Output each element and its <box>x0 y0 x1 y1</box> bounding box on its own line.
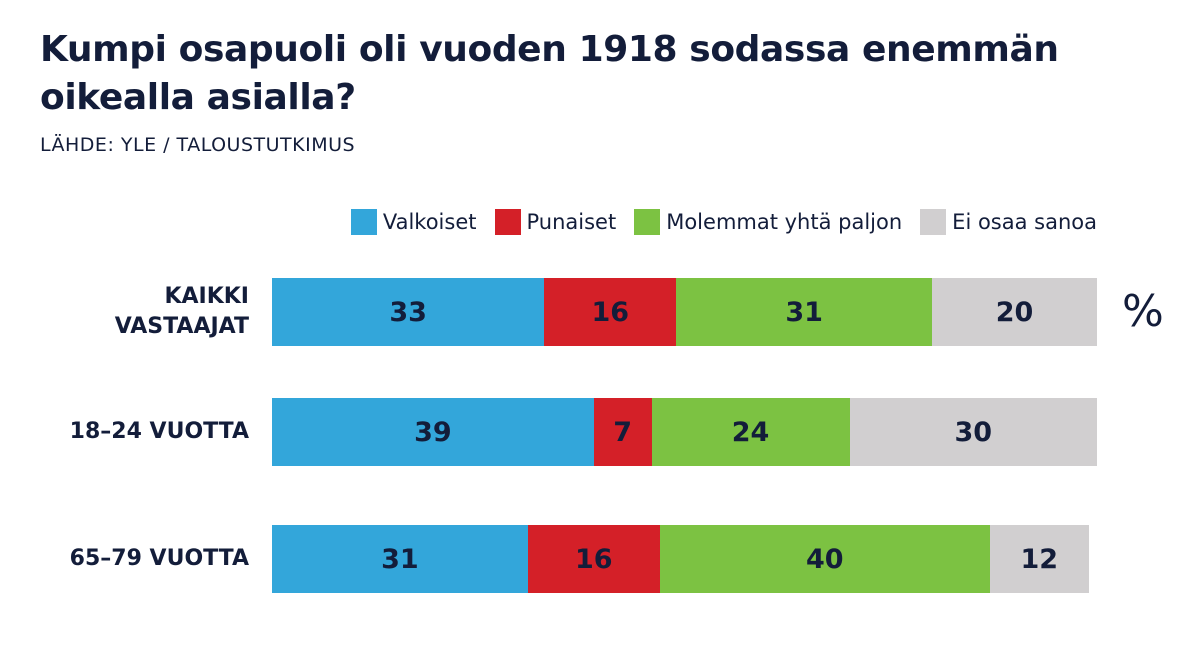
bar-segment-punaiset: 16 <box>527 525 660 593</box>
stacked-bar: 31 16 40 12 <box>272 525 1097 593</box>
legend-item-ei-osaa-sanoa: Ei osaa sanoa <box>920 209 1097 235</box>
data-label: 20 <box>995 296 1034 328</box>
legend-item-valkoiset: Valkoiset <box>350 209 477 235</box>
chart-legend: Valkoiset Punaiset Molemmat yhtä paljon Ei … <box>350 209 1097 235</box>
legend-swatch <box>350 209 377 235</box>
row-label: 18–24 VUOTTA <box>69 419 249 444</box>
data-label: 30 <box>954 416 993 448</box>
bar-segment-punaiset: 16 <box>544 278 677 346</box>
chart-title: Kumpi osapuoli oli vuoden 1918 sodassa e… <box>40 29 1059 118</box>
stacked-bar: 39 7 24 30 <box>272 398 1097 466</box>
chart-source: LÄHDE: YLE / TALOUSTUTKIMUS <box>40 134 356 156</box>
data-label: 24 <box>731 416 770 448</box>
unit-label: % <box>1122 286 1164 337</box>
bar-segment-punaiset: 7 <box>593 398 652 466</box>
legend-swatch <box>494 209 521 235</box>
legend-item-molemmat-yhta-paljon: Molemmat yhtä paljon <box>634 209 902 235</box>
bar-segment-valkoiset: 39 <box>272 398 594 466</box>
legend-item-punaiset: Punaiset <box>494 209 617 235</box>
data-label: 33 <box>389 296 427 328</box>
bar-segment-valkoiset: 33 <box>272 278 545 346</box>
bar-segment-molemmat-yhta-paljon: 24 <box>651 398 850 466</box>
data-label: 7 <box>613 416 633 448</box>
row-label: 65–79 VUOTTA <box>69 546 249 571</box>
data-label: 31 <box>785 296 823 328</box>
legend-label: Valkoiset <box>382 210 477 234</box>
legend-label: Ei osaa sanoa <box>952 210 1097 234</box>
row-label: KAIKKI VASTAAJAT <box>114 284 249 339</box>
bar-segment-molemmat-yhta-paljon: 40 <box>659 525 990 593</box>
data-label: 40 <box>805 543 844 575</box>
data-label: 31 <box>381 543 419 575</box>
legend-swatch <box>920 209 947 235</box>
stacked-bar: 33 16 31 20 <box>272 278 1097 346</box>
legend-label: Molemmat yhtä paljon <box>666 210 903 234</box>
bar-segment-ei-osaa-sanoa: 20 <box>932 278 1097 346</box>
data-label: 16 <box>591 296 630 328</box>
data-label: 16 <box>574 543 613 575</box>
bar-segment-ei-osaa-sanoa: 12 <box>989 525 1089 593</box>
data-label: 12 <box>1020 543 1059 575</box>
bar-segment-molemmat-yhta-paljon: 31 <box>676 278 932 346</box>
legend-label: Punaiset <box>526 210 617 234</box>
data-label: 39 <box>414 416 452 448</box>
legend-swatch <box>634 209 661 235</box>
bar-segment-ei-osaa-sanoa: 30 <box>849 398 1097 466</box>
bar-segment-valkoiset: 31 <box>272 525 528 593</box>
